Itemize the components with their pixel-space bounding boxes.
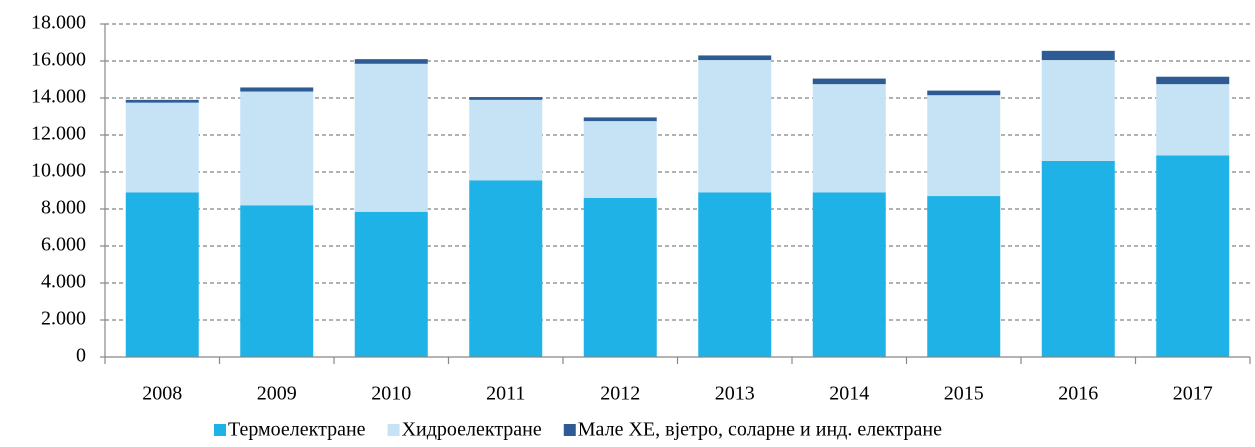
y-tick-label: 14.000 [31, 86, 86, 108]
bar-segment [698, 55, 772, 61]
bar-segment [125, 102, 199, 193]
bar-segment [354, 59, 428, 64]
bar-segment [354, 63, 428, 212]
bar-segment [240, 91, 314, 206]
y-tick-label: 6.000 [41, 234, 86, 256]
x-tick-label: 2014 [829, 383, 869, 405]
bar-segment [583, 197, 657, 357]
bar-segment [240, 205, 314, 357]
legend-label: Хидроелектране [402, 419, 542, 441]
y-tick-label: 0 [76, 345, 86, 367]
legend-label: Мале ХЕ, вјетро, соларне и инд. електран… [578, 419, 942, 441]
x-tick-label: 2015 [944, 383, 984, 405]
bar-segment [927, 90, 1001, 96]
bar-segment [1156, 76, 1230, 85]
x-tick-label: 2017 [1173, 383, 1213, 405]
y-tick-label: 18.000 [31, 12, 86, 34]
legend-swatch [214, 424, 226, 436]
bar-segment [1156, 155, 1230, 357]
bar-segment [1041, 50, 1115, 61]
y-tick-label: 2.000 [41, 308, 86, 330]
x-tick-label: 2010 [371, 383, 411, 405]
bar-segment [125, 192, 199, 357]
legend-swatch [563, 424, 576, 436]
bar-segment [469, 180, 543, 357]
x-tick-label: 2016 [1058, 383, 1098, 405]
bar-segment [698, 192, 772, 357]
bar-segment [240, 87, 314, 92]
bar-segment [698, 60, 772, 193]
legend-label: Термоелектране [228, 419, 366, 441]
x-tick-label: 2009 [257, 383, 297, 405]
bar-segment [812, 192, 886, 357]
legend-swatch [387, 424, 400, 436]
y-tick-label: 12.000 [31, 123, 86, 145]
y-tick-label: 10.000 [31, 160, 86, 182]
bar-segment [125, 99, 199, 103]
x-tick-label: 2008 [142, 383, 182, 405]
y-tick-label: 4.000 [41, 271, 86, 293]
bar-segment [469, 99, 543, 181]
y-tick-label: 16.000 [31, 49, 86, 71]
bar-segment [927, 95, 1001, 197]
x-tick-label: 2012 [600, 383, 640, 405]
x-tick-label: 2013 [715, 383, 755, 405]
bar-segment [812, 84, 886, 193]
bar-segment [1041, 60, 1115, 161]
y-tick-label: 8.000 [41, 197, 86, 219]
bar-segment [1156, 84, 1230, 156]
bar-segment [583, 117, 657, 122]
bar-segment [469, 97, 543, 100]
x-tick-label: 2011 [486, 383, 525, 405]
bar-segment [927, 196, 1001, 357]
bar-segment [354, 211, 428, 357]
bar-segment [812, 78, 886, 85]
bar-segment [583, 121, 657, 198]
bar-segment [1041, 160, 1115, 357]
